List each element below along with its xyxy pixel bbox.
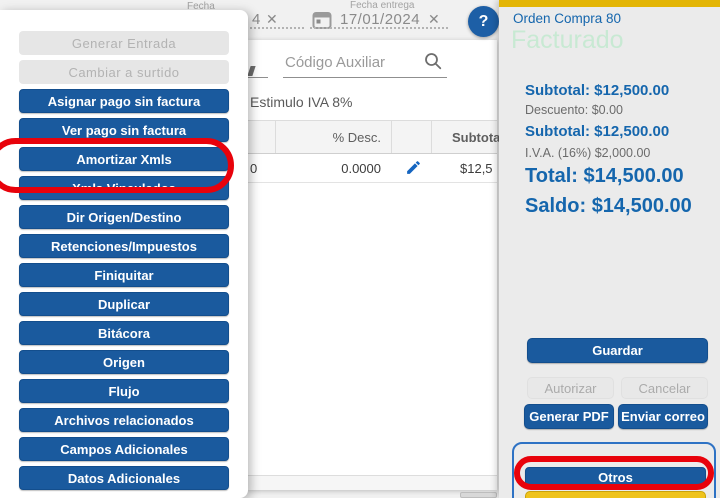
menu-item-asignar-pago-sin-factura[interactable]: Asignar pago sin factura	[19, 89, 229, 113]
fecha-entrega-input[interactable]: 17/01/2024	[340, 11, 421, 28]
fecha-input-fragment[interactable]: 4	[252, 11, 261, 28]
menu-item-cambiar-a-surtido[interactable]: Cambiar a surtido	[19, 60, 229, 84]
menu-item-duplicar[interactable]: Duplicar	[19, 292, 229, 316]
order-detail-card: Código Auxiliar Estimulo IVA 8% % Desc. …	[246, 40, 504, 490]
autorizar-button[interactable]: Autorizar	[527, 377, 614, 399]
table-header: % Desc. Subtotal	[248, 120, 504, 154]
clipped-yellow-button[interactable]	[525, 491, 706, 498]
column-header-subtotal: Subtotal	[452, 130, 504, 145]
menu-item-dir-origen-destino[interactable]: Dir Origen/Destino	[19, 205, 229, 229]
cancelar-button[interactable]: Cancelar	[621, 377, 708, 399]
menu-item-amortizar-xmls[interactable]: Amortizar Xmls	[19, 147, 229, 171]
order-title: Orden Compra 80	[513, 11, 622, 26]
table-row[interactable]: 0 0.0000 $12,5	[248, 154, 497, 183]
context-menu: Generar Entrada Cambiar a surtido Asigna…	[0, 10, 248, 498]
clipped-scrollbar-fragment[interactable]	[460, 492, 497, 498]
menu-item-bitacora[interactable]: Bitácora	[19, 321, 229, 345]
menu-item-ver-pago-sin-factura[interactable]: Ver pago sin factura	[19, 118, 229, 142]
row-desc-pct: 0.0000	[341, 161, 381, 176]
summary-subtotal-1: Subtotal: $12,500.00	[525, 82, 670, 99]
codigo-auxiliar-underline	[283, 77, 447, 78]
row-subtotal-fragment: $12,5	[460, 161, 493, 176]
menu-item-generar-entrada[interactable]: Generar Entrada	[19, 31, 229, 55]
summary-subtotal-2: Subtotal: $12,500.00	[525, 123, 670, 140]
fecha-label: Fecha	[187, 1, 215, 12]
card-footer	[248, 475, 497, 490]
guardar-button[interactable]: Guardar	[527, 338, 708, 363]
summary-saldo: Saldo: $14,500.00	[525, 195, 692, 217]
fecha-entrega-underline	[310, 27, 448, 29]
menu-item-origen[interactable]: Origen	[19, 350, 229, 374]
search-icon[interactable]	[424, 52, 442, 75]
summary-total: Total: $14,500.00	[525, 165, 684, 187]
otros-group-box	[512, 442, 716, 498]
menu-item-flujo[interactable]: Flujo	[19, 379, 229, 403]
generar-pdf-button[interactable]: Generar PDF	[524, 404, 614, 429]
tax-note: Estimulo IVA 8%	[250, 94, 353, 110]
panel-top-accent-bar	[499, 0, 720, 7]
clear-icon[interactable]: ✕	[428, 11, 440, 27]
menu-item-retenciones-impuestos[interactable]: Retenciones/Impuestos	[19, 234, 229, 258]
otros-button[interactable]: Otros	[525, 467, 706, 487]
menu-item-archivos-relacionados[interactable]: Archivos relacionados	[19, 408, 229, 432]
fecha-entrega-label: Fecha entrega	[350, 0, 415, 11]
edit-pencil-icon[interactable]	[405, 159, 422, 181]
column-header-desc: % Desc.	[332, 130, 381, 145]
clipped-field-fragment	[247, 66, 256, 76]
fecha-underline	[246, 27, 304, 29]
codigo-auxiliar-input[interactable]: Código Auxiliar	[285, 54, 386, 71]
clipped-field-underline	[246, 77, 268, 78]
menu-item-xmls-vinculados[interactable]: Xmls Vinculados	[19, 176, 229, 200]
menu-item-datos-adicionales[interactable]: Datos Adicionales	[19, 466, 229, 490]
enviar-correo-button[interactable]: Enviar correo	[618, 404, 708, 429]
help-button[interactable]: ?	[468, 6, 499, 37]
calendar-icon[interactable]	[312, 10, 332, 35]
summary-iva: I.V.A. (16%) $2,000.00	[525, 146, 651, 160]
order-summary-panel: Orden Compra 80 Facturado Subtotal: $12,…	[499, 0, 720, 498]
clear-icon[interactable]: ✕	[266, 11, 278, 27]
menu-item-finiquitar[interactable]: Finiquitar	[19, 263, 229, 287]
row-qty-fragment: 0	[250, 161, 258, 176]
summary-descuento: Descuento: $0.00	[525, 103, 623, 117]
status-badge: Facturado	[511, 26, 624, 54]
menu-item-campos-adicionales[interactable]: Campos Adicionales	[19, 437, 229, 461]
